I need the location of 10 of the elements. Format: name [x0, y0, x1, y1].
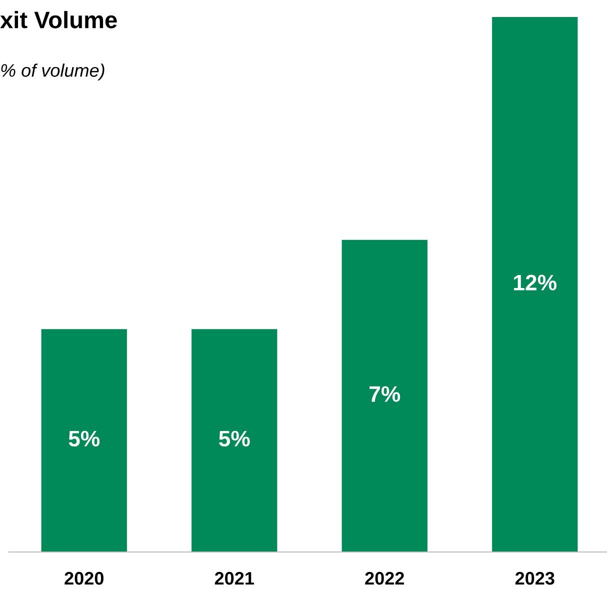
data-label: 12% — [514, 274, 557, 290]
data-label: 5% — [219, 430, 250, 447]
x-tick-label: 2023 — [515, 572, 554, 585]
text: % of volume) — [1, 64, 104, 80]
data-label: 7% — [370, 386, 400, 402]
x-tick-label: 2021 — [214, 572, 254, 585]
chart-title: xit Volume — [0, 10, 117, 28]
data-label: 5% — [68, 430, 100, 447]
x-tick-label: 2020 — [64, 572, 104, 585]
x-tick-label: 2022 — [365, 572, 404, 585]
